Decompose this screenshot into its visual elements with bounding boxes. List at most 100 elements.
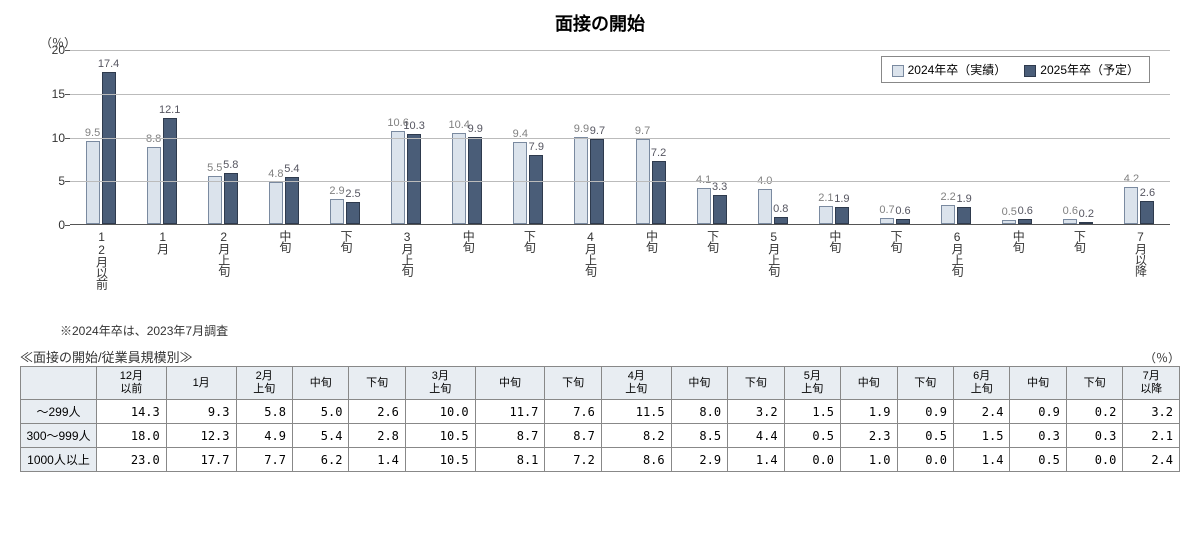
bar-series-a <box>758 189 772 224</box>
bar-series-b <box>285 177 299 224</box>
bar-series-b <box>163 118 177 224</box>
table-header: 下旬 <box>728 367 784 400</box>
table-cell: 2.8 <box>349 424 405 448</box>
table-cell: 9.3 <box>166 400 236 424</box>
row-label: 1000人以上 <box>21 448 97 472</box>
table-cell: 8.6 <box>601 448 671 472</box>
y-tick: 20 <box>40 43 65 57</box>
table-cell: 1.9 <box>841 400 897 424</box>
bar-series-b <box>713 195 727 224</box>
bar-series-b <box>1018 219 1032 224</box>
x-axis-label: 下旬 <box>705 230 722 252</box>
table-header: 4月上旬 <box>601 367 671 400</box>
table-cell: 3.2 <box>1123 400 1180 424</box>
table-title: ≪面接の開始/従業員規模別≫ <box>20 347 193 366</box>
bar-value-b: 9.7 <box>590 125 605 137</box>
table-cell: 0.0 <box>1066 448 1122 472</box>
bar-series-b <box>896 219 910 224</box>
x-axis-label: 下旬 <box>1071 230 1088 252</box>
table-header: 中旬 <box>841 367 897 400</box>
table-cell: 1.5 <box>784 400 840 424</box>
table-cell: 8.7 <box>475 424 545 448</box>
x-axis-label: 中旬 <box>277 230 294 252</box>
table-cell: 5.8 <box>236 400 292 424</box>
table-cell: 0.3 <box>1010 424 1066 448</box>
table-header: 下旬 <box>897 367 953 400</box>
table-header: 6月上旬 <box>953 367 1009 400</box>
table-cell: 2.9 <box>671 448 727 472</box>
x-axis-label: 3月上旬 <box>399 230 416 276</box>
y-tick: 0 <box>40 218 65 232</box>
bar-value-a: 0.7 <box>879 204 894 216</box>
table-row: 1000人以上23.017.77.76.21.410.58.17.28.62.9… <box>21 448 1180 472</box>
bar-series-a <box>819 206 833 224</box>
row-label: 300～999人 <box>21 424 97 448</box>
x-axis-label: 1月 <box>155 230 172 254</box>
table-header: 2月上旬 <box>236 367 292 400</box>
bar-value-a: 0.5 <box>1002 206 1017 218</box>
bar-series-b <box>1079 222 1093 224</box>
table-row: 300～999人18.012.34.95.42.810.58.78.78.28.… <box>21 424 1180 448</box>
table-cell: 4.9 <box>236 424 292 448</box>
table-header: 中旬 <box>475 367 545 400</box>
x-axis-label: 5月上旬 <box>766 230 783 276</box>
bar-series-a <box>880 218 894 224</box>
y-tick: 5 <box>40 174 65 188</box>
bar-series-a <box>1002 220 1016 224</box>
table-cell: 8.2 <box>601 424 671 448</box>
bar-series-b <box>1140 201 1154 224</box>
table-cell: 0.3 <box>1066 424 1122 448</box>
x-axis-label: 下旬 <box>888 230 905 252</box>
bar-value-a: 9.9 <box>574 123 589 135</box>
bar-value-b: 3.3 <box>712 181 727 193</box>
table-header: 1月 <box>166 367 236 400</box>
table-header: 中旬 <box>1010 367 1066 400</box>
table-cell: 5.4 <box>292 424 348 448</box>
table-header: 中旬 <box>671 367 727 400</box>
table-cell: 0.0 <box>784 448 840 472</box>
bar-series-b <box>652 161 666 224</box>
table-cell: 5.0 <box>292 400 348 424</box>
table-cell: 0.5 <box>784 424 840 448</box>
bar-value-b: 0.8 <box>773 203 788 215</box>
table-cell: 7.6 <box>545 400 601 424</box>
table-cell: 2.1 <box>1123 424 1180 448</box>
table-cell: 1.4 <box>728 448 784 472</box>
bar-value-b: 7.2 <box>651 147 666 159</box>
chart-title: 面接の開始 <box>20 10 1180 36</box>
table-cell: 10.0 <box>405 400 475 424</box>
table-cell: 2.3 <box>841 424 897 448</box>
bar-value-a: 2.2 <box>940 191 955 203</box>
table-unit: （％） <box>1144 349 1180 366</box>
x-axis-label: 6月上旬 <box>949 230 966 276</box>
bar-value-b: 2.5 <box>345 188 360 200</box>
bar-value-a: 9.7 <box>635 125 650 137</box>
x-axis-label: 中旬 <box>460 230 477 252</box>
table-header: 12月以前 <box>97 367 167 400</box>
bar-value-a: 2.1 <box>818 192 833 204</box>
table-cell: 12.3 <box>166 424 236 448</box>
bar-value-b: 5.8 <box>223 159 238 171</box>
table-cell: 6.2 <box>292 448 348 472</box>
bar-series-a <box>269 182 283 224</box>
table-cell: 0.5 <box>897 424 953 448</box>
x-axis-label: 7月以降 <box>1132 230 1149 276</box>
table-cell: 1.4 <box>349 448 405 472</box>
bar-value-b: 1.9 <box>956 193 971 205</box>
bar-value-a: 4.2 <box>1124 173 1139 185</box>
table-cell: 0.9 <box>897 400 953 424</box>
table-header <box>21 367 97 400</box>
bar-series-a <box>86 141 100 224</box>
table-cell: 2.6 <box>349 400 405 424</box>
table-header: 中旬 <box>292 367 348 400</box>
table-row: ～299人14.39.35.85.02.610.011.77.611.58.03… <box>21 400 1180 424</box>
table-cell: 23.0 <box>97 448 167 472</box>
bar-series-b <box>529 155 543 224</box>
table-cell: 0.5 <box>1010 448 1066 472</box>
bar-value-a: 0.6 <box>1063 205 1078 217</box>
table-cell: 7.2 <box>545 448 601 472</box>
y-tick: 15 <box>40 87 65 101</box>
bar-series-a <box>391 131 405 224</box>
bar-series-b <box>957 207 971 224</box>
bar-series-a <box>513 142 527 224</box>
